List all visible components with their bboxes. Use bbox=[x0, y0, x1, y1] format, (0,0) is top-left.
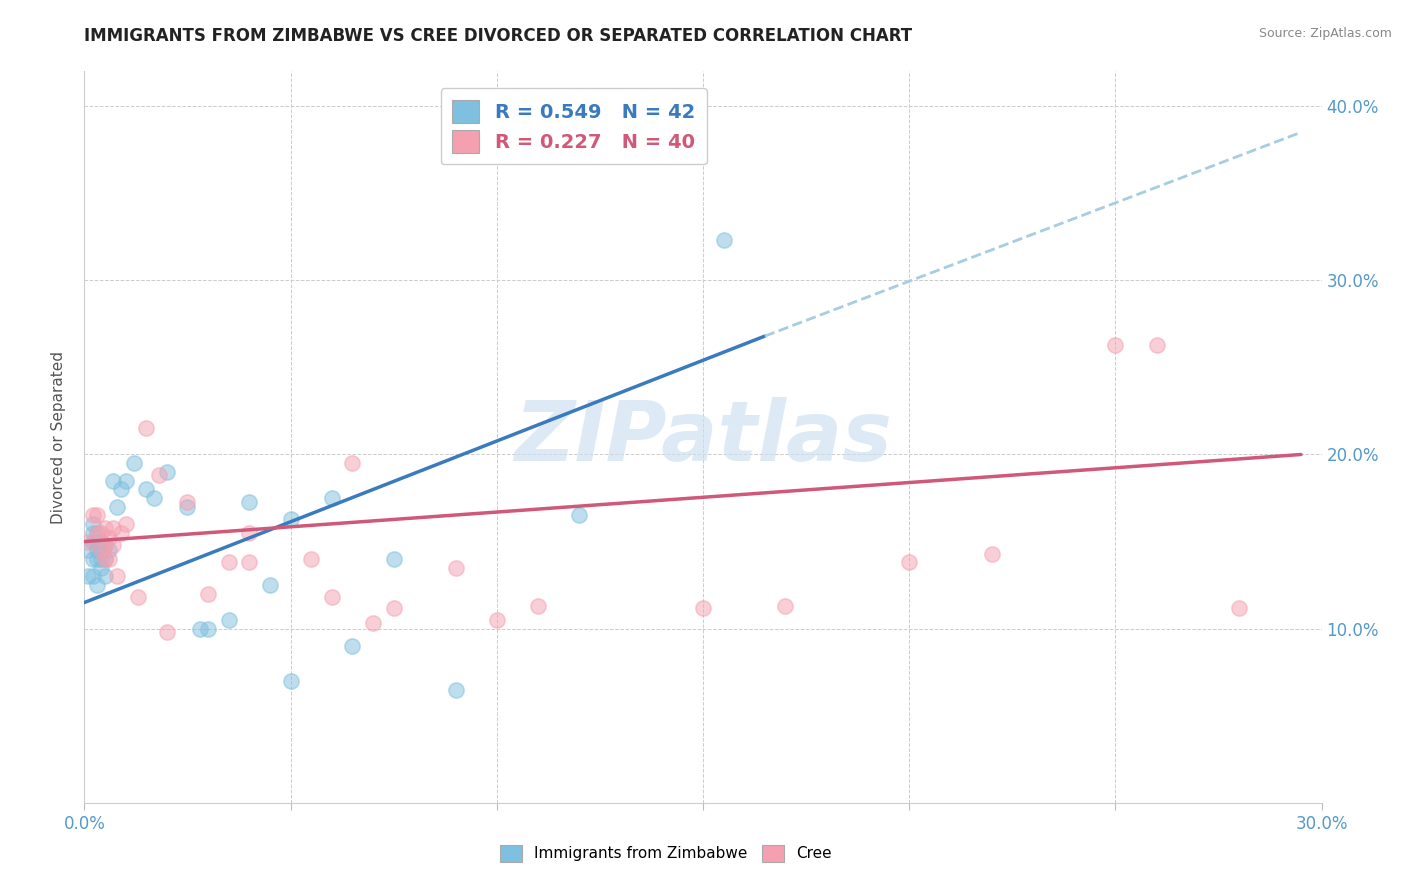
Point bbox=[110, 525, 132, 540]
Point bbox=[82, 525, 104, 540]
Point bbox=[218, 613, 240, 627]
Point bbox=[238, 556, 260, 570]
Point bbox=[94, 569, 117, 583]
Point bbox=[114, 474, 136, 488]
Point bbox=[105, 500, 128, 514]
Point bbox=[77, 543, 100, 558]
Point bbox=[94, 552, 117, 566]
Point bbox=[197, 622, 219, 636]
Point bbox=[382, 552, 405, 566]
Text: ZIPatlas: ZIPatlas bbox=[515, 397, 891, 477]
Point bbox=[86, 543, 108, 558]
Point bbox=[692, 600, 714, 615]
Point bbox=[444, 560, 467, 574]
Point bbox=[90, 534, 112, 549]
Point bbox=[122, 456, 145, 470]
Point bbox=[176, 500, 198, 514]
Point bbox=[86, 534, 108, 549]
Point bbox=[94, 521, 117, 535]
Point bbox=[103, 521, 125, 535]
Point bbox=[898, 556, 921, 570]
Point bbox=[148, 468, 170, 483]
Point bbox=[90, 525, 112, 540]
Point bbox=[361, 616, 384, 631]
Point bbox=[114, 517, 136, 532]
Point bbox=[1227, 600, 1250, 615]
Point bbox=[86, 525, 108, 540]
Point bbox=[1104, 338, 1126, 352]
Point bbox=[94, 552, 117, 566]
Point bbox=[90, 543, 112, 558]
Point bbox=[90, 543, 112, 558]
Point bbox=[127, 591, 149, 605]
Point bbox=[527, 599, 550, 613]
Point bbox=[90, 560, 112, 574]
Point bbox=[342, 639, 364, 653]
Point bbox=[188, 622, 211, 636]
Point bbox=[259, 578, 281, 592]
Point bbox=[238, 525, 260, 540]
Point bbox=[143, 491, 166, 505]
Point bbox=[103, 538, 125, 552]
Point bbox=[1146, 338, 1168, 352]
Point bbox=[86, 508, 108, 523]
Text: IMMIGRANTS FROM ZIMBABWE VS CREE DIVORCED OR SEPARATED CORRELATION CHART: IMMIGRANTS FROM ZIMBABWE VS CREE DIVORCE… bbox=[84, 27, 912, 45]
Point bbox=[98, 531, 121, 545]
Point bbox=[713, 233, 735, 247]
Point bbox=[82, 534, 104, 549]
Point bbox=[82, 552, 104, 566]
Text: Source: ZipAtlas.com: Source: ZipAtlas.com bbox=[1258, 27, 1392, 40]
Point bbox=[98, 543, 121, 558]
Point bbox=[280, 512, 302, 526]
Point bbox=[103, 474, 125, 488]
Point bbox=[82, 508, 104, 523]
Point bbox=[90, 552, 112, 566]
Point bbox=[568, 508, 591, 523]
Point bbox=[321, 591, 343, 605]
Point bbox=[280, 673, 302, 688]
Point bbox=[94, 538, 117, 552]
Point bbox=[82, 569, 104, 583]
Point bbox=[156, 625, 179, 640]
Point bbox=[86, 525, 108, 540]
Point bbox=[105, 569, 128, 583]
Point bbox=[77, 569, 100, 583]
Point bbox=[197, 587, 219, 601]
Point bbox=[98, 552, 121, 566]
Point bbox=[382, 600, 405, 615]
Point bbox=[94, 538, 117, 552]
Point bbox=[238, 494, 260, 508]
Point bbox=[110, 483, 132, 497]
Point bbox=[156, 465, 179, 479]
Point bbox=[86, 552, 108, 566]
Legend: Immigrants from Zimbabwe, Cree: Immigrants from Zimbabwe, Cree bbox=[494, 838, 838, 868]
Point bbox=[218, 556, 240, 570]
Point bbox=[77, 534, 100, 549]
Point bbox=[135, 483, 157, 497]
Point bbox=[980, 547, 1002, 561]
Point bbox=[82, 517, 104, 532]
Point bbox=[176, 494, 198, 508]
Point bbox=[485, 613, 508, 627]
Point bbox=[86, 578, 108, 592]
Point bbox=[775, 599, 797, 613]
Point bbox=[299, 552, 322, 566]
Point bbox=[135, 421, 157, 435]
Point bbox=[342, 456, 364, 470]
Point bbox=[321, 491, 343, 505]
Y-axis label: Divorced or Separated: Divorced or Separated bbox=[51, 351, 66, 524]
Point bbox=[444, 682, 467, 697]
